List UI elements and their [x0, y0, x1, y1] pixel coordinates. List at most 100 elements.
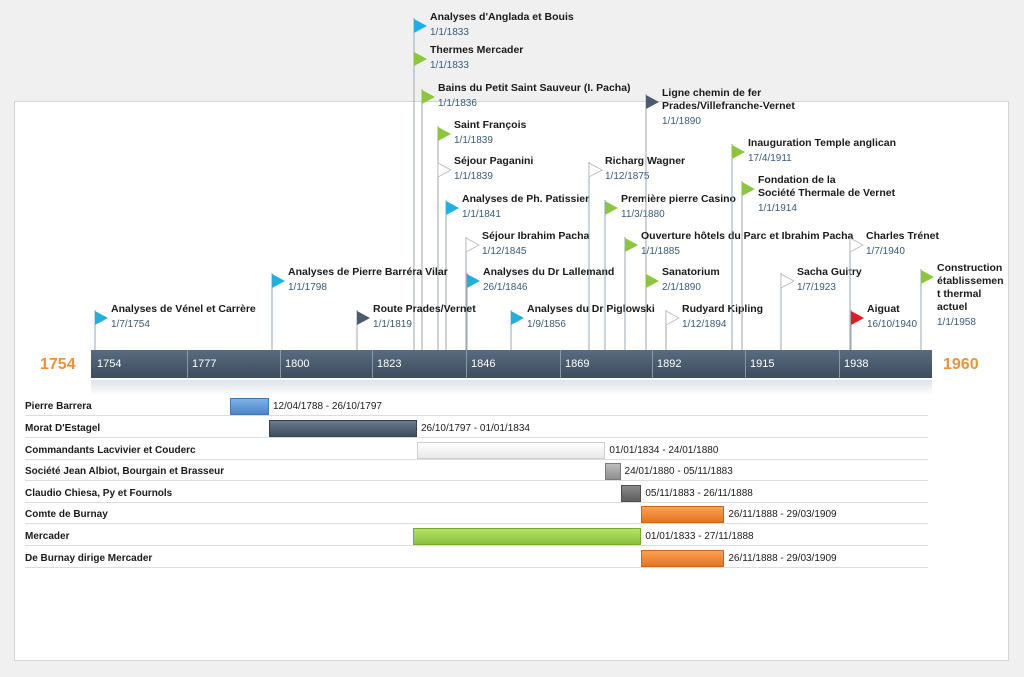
period-label: De Burnay dirige Mercader — [25, 553, 153, 564]
milestone: Ouverture hôtels du Parc et Ibrahim Pach… — [624, 230, 854, 350]
period-bar — [620, 485, 642, 502]
period-label: Pierre Barrera — [25, 401, 92, 412]
milestone: Séjour Paganini 1/1/1839 — [437, 155, 533, 350]
period-row-line — [25, 502, 928, 503]
milestone-flag-icon — [732, 145, 745, 159]
timeline-axis-shadow — [91, 380, 932, 396]
milestone-flag-icon — [625, 238, 638, 252]
axis-tick-label: 1823 — [377, 358, 402, 370]
milestone-date: 1/12/1875 — [605, 171, 650, 182]
milestone-date: 1/1/1839 — [454, 171, 493, 182]
milestone-title: Séjour Ibrahim Pacha — [482, 230, 590, 242]
timeline-axis: 1754 1777 1800 1823 1846 1869 1892 1915 1938 — [91, 350, 932, 378]
milestone-date: 1/1/1833 — [430, 60, 469, 71]
period-date-range: 24/01/1880 - 05/11/1883 — [624, 466, 733, 477]
period-row-line — [25, 415, 928, 416]
milestone-flag-icon — [780, 273, 795, 289]
axis-tick — [280, 350, 281, 378]
milestone-title: Prades/Villefranche-Vernet — [662, 100, 795, 112]
milestone-flag-icon — [414, 19, 427, 33]
period-label: Société Jean Albiot, Bourgain et Brasseu… — [25, 466, 225, 477]
milestone: Ligne chemin de ferPrades/Villefranche-V… — [645, 87, 795, 350]
period-date-range: 01/01/1834 - 24/01/1880 — [609, 445, 719, 456]
period-bar — [605, 463, 621, 480]
period-date-range: 26/10/1797 - 01/01/1834 — [420, 423, 530, 434]
milestone-date: 1/7/1923 — [797, 282, 836, 293]
milestone-date: 1/1/1841 — [462, 209, 501, 220]
timeline-start-label: 1754 — [40, 356, 76, 373]
milestone: Bains du Petit Saint Sauveur (I. Pacha) 1… — [421, 82, 631, 350]
milestone-flag-icon — [511, 311, 524, 325]
milestone-flag-icon — [465, 237, 480, 253]
milestone-flag-icon — [588, 162, 603, 178]
period-label: Morat D'Estagel — [25, 423, 101, 434]
milestone-date: 1/1/1958 — [937, 317, 976, 328]
milestone: Séjour Ibrahim Pacha 1/12/1845 — [465, 230, 590, 350]
milestone-title: Ligne chemin de fer — [662, 87, 761, 99]
axis-tick-label: 1938 — [844, 358, 869, 370]
axis-tick-label: 1800 — [285, 358, 310, 370]
milestone-title: Thermes Mercader — [430, 44, 523, 56]
milestone-date: 1/1/1890 — [662, 116, 701, 127]
milestone-title: Analyses de Ph. Patissier — [462, 193, 589, 205]
period-bar — [412, 528, 642, 545]
period-date-range: 26/11/1888 - 29/03/1909 — [728, 509, 837, 520]
milestone: Analyses de Vénel et Carrère 1/7/1754 — [94, 303, 256, 350]
milestone-date: 1/7/1940 — [866, 246, 905, 257]
milestone-flag-icon — [849, 237, 864, 253]
timeline-end-label: 1960 — [943, 356, 979, 373]
period-bar — [230, 398, 269, 415]
milestone: Première pierre Casino 11/3/1880 — [604, 193, 736, 350]
milestone-date: 1/1/1819 — [373, 319, 412, 330]
milestone: Analyses du Dr Piglowski 1/9/1856 — [510, 303, 655, 350]
milestone-title: Analyses du Dr Piglowski — [527, 303, 655, 315]
period-date-range: 01/01/1833 - 27/11/1888 — [645, 531, 754, 542]
milestone: Rudyard Kipling 1/12/1894 — [665, 303, 763, 350]
milestone: Charles Trénet 1/7/1940 — [849, 230, 939, 350]
milestone: Thermes Mercader 1/1/1833 — [413, 44, 523, 350]
period-bar — [641, 506, 725, 523]
milestone: Aiguat 16/10/1940 — [850, 303, 917, 350]
milestone-date: 26/1/1846 — [483, 282, 528, 293]
axis-tick-label: 1915 — [750, 358, 775, 370]
milestone-title: Société Thermale de Vernet — [758, 187, 896, 199]
axis-tick — [560, 350, 561, 378]
milestone-title: Analyses d'Anglada et Bouis — [430, 11, 574, 23]
milestone-flag-icon — [665, 310, 680, 326]
period-label: Commandants Lacvivier et Couderc — [25, 445, 196, 456]
period-label: Claudio Chiesa, Py et Fournols — [25, 488, 173, 499]
period-bar — [268, 420, 417, 437]
milestone-title: Séjour Paganini — [454, 155, 533, 167]
milestone-date: 1/1/1914 — [758, 203, 797, 214]
milestone-title: Fondation de la — [758, 174, 836, 186]
period-label: Comte de Burnay — [25, 509, 108, 520]
milestone-flag-icon — [646, 274, 659, 288]
milestone-title: Richarg Wagner — [605, 155, 685, 167]
milestone-flag-icon — [95, 311, 108, 325]
milestone-flag-icon — [921, 270, 934, 284]
milestone-date: 1/1/1798 — [288, 282, 327, 293]
milestone: Analyses de Pierre Barréra Vilar 1/1/1798 — [271, 266, 448, 350]
milestone: Sacha Guitry 1/7/1923 — [780, 266, 862, 350]
milestone-title: Charles Trénet — [866, 230, 939, 242]
axis-tick-label: 1777 — [192, 358, 217, 370]
milestone-flag-icon — [272, 274, 285, 288]
milestone-flag-icon — [605, 201, 618, 215]
milestone-date: 1/12/1894 — [682, 319, 727, 330]
milestone-title: Ouverture hôtels du Parc et Ibrahim Pach… — [641, 230, 854, 242]
period-row-line — [25, 567, 928, 568]
milestone-date: 1/1/1885 — [641, 246, 680, 257]
milestone-title: Analyses du Dr Lallemand — [483, 266, 614, 278]
milestone-date: 1/1/1839 — [454, 135, 493, 146]
axis-tick — [187, 350, 188, 378]
milestone-title: Première pierre Casino — [621, 193, 736, 205]
milestone-flag-icon — [438, 127, 451, 141]
milestone-date: 1/7/1754 — [111, 319, 150, 330]
milestone: Richarg Wagner 1/12/1875 — [588, 155, 685, 350]
milestone-title: Bains du Petit Saint Sauveur (I. Pacha) — [438, 82, 631, 94]
milestone-title: Aiguat — [867, 303, 900, 315]
axis-tick — [466, 350, 467, 378]
period-row-line — [25, 459, 928, 460]
